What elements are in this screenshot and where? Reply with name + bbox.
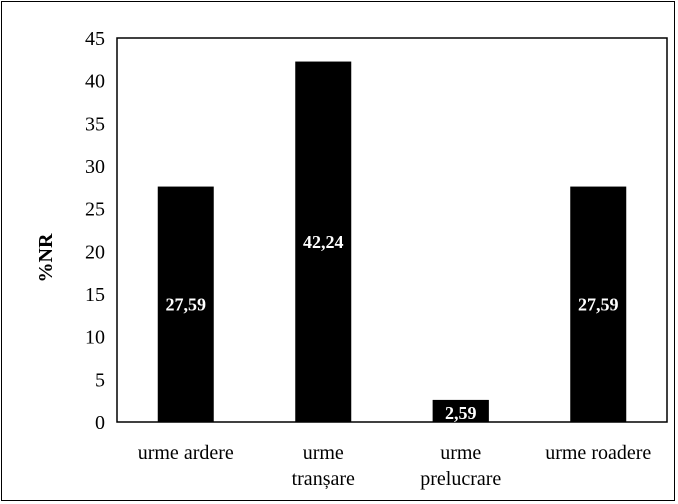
y-tick-label: 40 xyxy=(85,71,105,93)
data-label-box xyxy=(432,400,489,422)
y-tick-label: 15 xyxy=(85,284,105,306)
y-tick-label: 20 xyxy=(85,241,105,263)
y-tick-label: 30 xyxy=(85,156,105,178)
data-label: 2,59 xyxy=(445,403,477,423)
data-label: 27,59 xyxy=(578,294,619,314)
y-tick-label: 0 xyxy=(95,412,105,434)
y-tick-label: 45 xyxy=(85,28,105,50)
data-label: 27,59 xyxy=(166,294,207,314)
y-tick-label: 35 xyxy=(85,113,105,135)
y-tick-label: 25 xyxy=(85,199,105,221)
y-tick-label: 10 xyxy=(85,327,105,349)
category-label: tranșare xyxy=(292,468,355,490)
y-axis-label: %NR xyxy=(35,233,57,282)
plot-area xyxy=(116,37,668,423)
data-label: 42,24 xyxy=(303,232,344,252)
bar xyxy=(295,61,352,422)
y-tick-label: 5 xyxy=(95,369,105,391)
category-label: urme ardere xyxy=(138,442,234,464)
category-label: urme roadere xyxy=(545,442,651,464)
category-label: urme xyxy=(303,442,344,464)
bar xyxy=(570,186,627,422)
category-label: prelucrare xyxy=(420,468,501,490)
category-label: urme xyxy=(440,442,481,464)
bar xyxy=(157,186,214,422)
